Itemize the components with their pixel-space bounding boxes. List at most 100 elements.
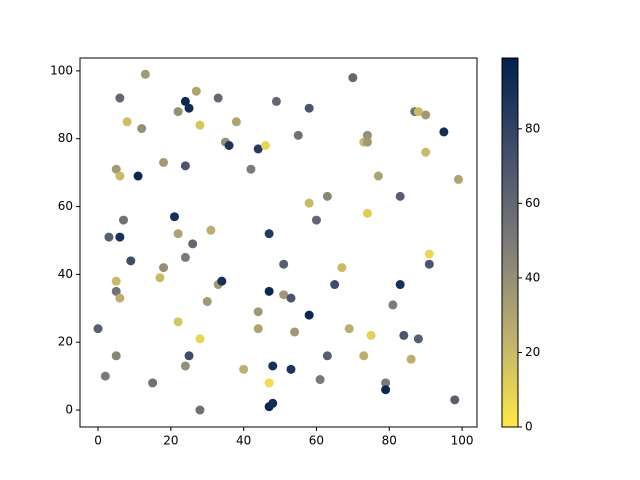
scatter-point	[231, 117, 241, 127]
scatter-point	[137, 124, 147, 134]
scatter-point	[253, 307, 263, 317]
scatter-point	[184, 351, 194, 361]
y-tick-label: 20	[58, 335, 73, 349]
scatter-point	[304, 198, 314, 208]
x-tick-label: 100	[451, 434, 474, 448]
y-tick-label: 80	[58, 131, 73, 145]
scatter-point	[322, 351, 332, 361]
scatter-point	[348, 73, 358, 83]
scatter-point	[293, 130, 303, 140]
scatter-point	[388, 300, 398, 310]
scatter-point	[264, 286, 274, 296]
scatter-point	[148, 378, 158, 388]
plot-frame	[79, 57, 478, 428]
colorbar-tick-label: 0	[525, 420, 533, 434]
scatter-point	[304, 103, 314, 113]
x-tick-label: 20	[163, 434, 178, 448]
scatter-point	[191, 86, 201, 96]
scatter-point	[268, 361, 278, 371]
scatter-point	[279, 290, 289, 300]
scatter-point	[311, 215, 321, 225]
scatter-point	[224, 141, 234, 151]
y-tick-label: 60	[58, 199, 73, 213]
x-tick-label: 80	[382, 434, 397, 448]
scatter-point	[381, 378, 391, 388]
x-tick-label: 40	[236, 434, 251, 448]
x-tick-label: 60	[309, 434, 324, 448]
colorbar-tick-label: 40	[525, 270, 540, 284]
scatter-point	[399, 330, 409, 340]
scatter-point	[169, 212, 179, 222]
scatter-point	[239, 364, 249, 374]
scatter-point	[268, 398, 278, 408]
scatter-point	[115, 171, 125, 181]
scatter-point	[439, 127, 449, 137]
scatter-point	[195, 120, 205, 130]
scatter-point	[322, 191, 332, 201]
scatter-point	[362, 137, 372, 147]
colorbar-tick-label: 20	[525, 345, 540, 359]
scatter-point	[100, 371, 110, 381]
y-tick-label: 100	[50, 63, 73, 77]
scatter-point	[104, 232, 114, 242]
scatter-point	[180, 161, 190, 171]
scatter-point	[330, 280, 340, 290]
scatter-point	[421, 110, 431, 120]
scatter-point	[111, 286, 121, 296]
scatter-point	[279, 259, 289, 269]
scatter-point	[260, 141, 270, 151]
scatter-point	[206, 225, 216, 235]
colorbar-tick-label: 60	[525, 196, 540, 210]
scatter-point	[173, 317, 183, 327]
scatter-point	[344, 324, 354, 334]
scatter-point	[424, 259, 434, 269]
scatter-point	[286, 293, 296, 303]
scatter-point	[115, 293, 125, 303]
scatter-point	[359, 351, 369, 361]
scatter-point	[413, 107, 423, 117]
scatter-point	[362, 130, 372, 140]
scatter-point	[119, 215, 129, 225]
scatter-point	[453, 174, 463, 184]
scatter-point	[195, 334, 205, 344]
scatter-point	[395, 280, 405, 290]
scatter-point	[115, 232, 125, 242]
scatter-point	[180, 252, 190, 262]
scatter-point	[173, 107, 183, 117]
x-tick-label: 0	[94, 434, 102, 448]
scatter-point	[217, 276, 227, 286]
scatter-point	[159, 157, 169, 167]
scatter-point	[315, 375, 325, 385]
scatter-point	[202, 297, 212, 307]
scatter-point	[213, 93, 223, 103]
scatter-point	[173, 229, 183, 239]
colorbar-tick-label: 80	[525, 121, 540, 135]
scatter-point	[122, 117, 132, 127]
scatter-point	[337, 263, 347, 273]
scatter-point	[424, 249, 434, 259]
scatter-point	[381, 385, 391, 395]
scatter-point	[111, 164, 121, 174]
scatter-point	[140, 69, 150, 79]
scatter-point	[93, 324, 103, 334]
scatter-point	[286, 364, 296, 374]
scatter-point	[180, 361, 190, 371]
colorbar	[501, 57, 519, 428]
scatter-point	[290, 327, 300, 337]
scatter-point	[180, 96, 190, 106]
scatter-point	[195, 405, 205, 415]
scatter-point	[271, 96, 281, 106]
scatter-point	[373, 171, 383, 181]
scatter-point	[264, 378, 274, 388]
scatter-point	[111, 351, 121, 361]
scatter-point	[126, 256, 136, 266]
scatter-point	[133, 171, 143, 181]
scatter-point	[406, 354, 416, 364]
scatter-point	[188, 239, 198, 249]
scatter-point	[159, 263, 169, 273]
y-tick-label: 0	[65, 403, 73, 417]
scatter-point	[304, 310, 314, 320]
scatter-point	[111, 276, 121, 286]
scatter-point	[253, 324, 263, 334]
